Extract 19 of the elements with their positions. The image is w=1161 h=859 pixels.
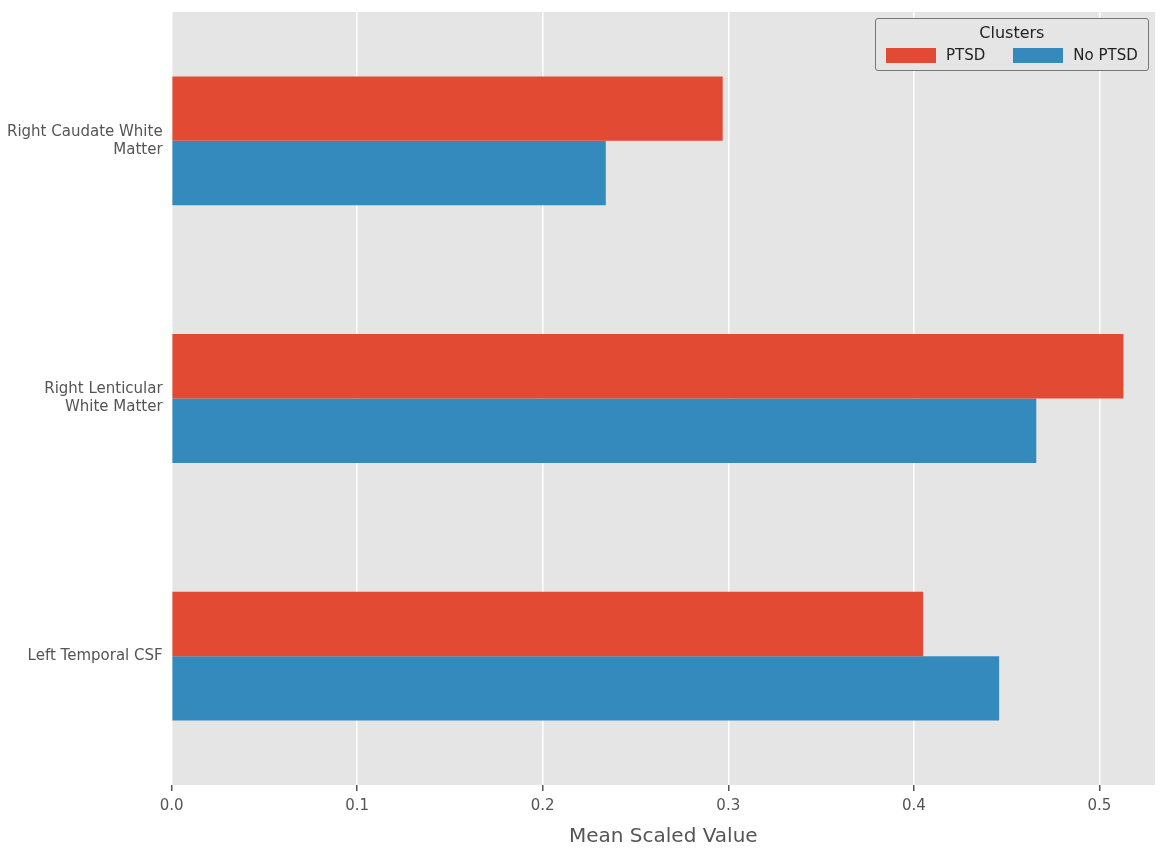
bar: [172, 76, 723, 141]
x-tick-label: 0.1: [345, 795, 370, 814]
y-tick-label: Right Caudate White Matter: [6, 121, 164, 158]
bar: [172, 591, 924, 657]
bar: [172, 140, 606, 206]
x-axis-title: Mean Scaled Value: [569, 823, 758, 848]
x-tick-label: 0.4: [901, 795, 926, 814]
y-tick-label: Left Temporal CSF: [27, 646, 163, 665]
legend-label: No PTSD: [1073, 46, 1138, 64]
y-tick-label: Right Lenticular White Matter: [44, 379, 164, 416]
bar: [172, 656, 1000, 721]
x-tick-label: 0.2: [530, 795, 555, 814]
x-tick-label: 0.0: [159, 795, 184, 814]
x-tick-label: 0.5: [1087, 795, 1112, 814]
bar: [172, 334, 1124, 399]
legend-title: Clusters: [978, 23, 1046, 42]
legend-label: PTSD: [946, 46, 986, 64]
x-tick-label: 0.3: [716, 795, 741, 814]
bar: [172, 398, 1037, 463]
